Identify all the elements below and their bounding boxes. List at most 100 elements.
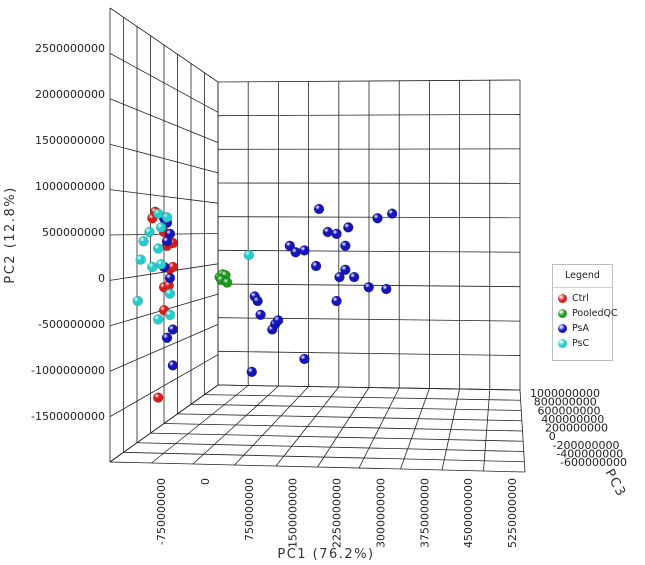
x-axis-title: PC1 (76.2%) — [277, 547, 374, 562]
grid-line — [441, 388, 460, 471]
y-tick-label: 500000000 — [42, 226, 105, 239]
grid-line — [217, 317, 521, 322]
point-psc-1[interactable] — [135, 254, 146, 265]
point-psc-9[interactable] — [147, 261, 158, 273]
point-psc-3[interactable] — [144, 226, 155, 238]
legend-item-psc[interactable]: PsC — [553, 336, 612, 351]
x-tick-label: 0 — [199, 478, 212, 485]
point-psc-7[interactable] — [152, 243, 164, 254]
point-psa-14[interactable] — [272, 315, 284, 326]
legend-swatch — [558, 294, 567, 303]
legend-label: PooledQC — [572, 308, 618, 319]
point-psa-21[interactable] — [313, 203, 325, 215]
legend-swatch — [558, 309, 567, 318]
grid-line — [400, 388, 430, 470]
point-psa-17[interactable] — [284, 240, 296, 252]
point-psa-16[interactable] — [299, 353, 310, 365]
grid-line — [358, 387, 400, 469]
grid-line — [217, 114, 521, 117]
z-tick-label: 600000000 — [538, 404, 601, 417]
x-tick-label: 3000000000 — [374, 478, 387, 548]
grid-line — [151, 385, 249, 464]
point-psa-29[interactable] — [331, 295, 342, 307]
point-psa-24[interactable] — [343, 222, 354, 233]
point-psa-28[interactable] — [348, 271, 360, 283]
z-tick-label: 400000000 — [541, 413, 604, 426]
point-psa-22[interactable] — [322, 226, 334, 238]
point-psc-4[interactable] — [152, 208, 164, 219]
point-psa-11[interactable] — [255, 309, 266, 321]
y-tick-label: 2500000000 — [35, 42, 105, 55]
point-psa-3[interactable] — [161, 235, 173, 247]
z-tick-label: 800000000 — [534, 396, 597, 409]
point-psa-23[interactable] — [331, 228, 342, 240]
y-tick-label: -500000000 — [38, 318, 105, 331]
x-tick-label: 1500000000 — [287, 478, 300, 548]
grid-line — [275, 386, 340, 467]
grid-line — [483, 389, 491, 472]
point-psa-7[interactable] — [161, 332, 173, 344]
point-psa-19[interactable] — [299, 245, 310, 256]
point-psa-33[interactable] — [386, 208, 398, 219]
x-tick-label: 2250000000 — [331, 478, 344, 548]
legend-item-psa[interactable]: PsA — [553, 321, 612, 336]
point-psc-12[interactable] — [164, 309, 176, 321]
points-layer — [132, 203, 398, 403]
x-tick-label: 4500000000 — [462, 478, 475, 548]
point-psa-20[interactable] — [310, 260, 322, 272]
legend-item-pooledqc[interactable]: PooledQC — [553, 306, 618, 321]
x-tick-label: 5250000000 — [506, 478, 519, 548]
grid-line — [217, 249, 521, 253]
point-psc-5[interactable] — [155, 222, 167, 233]
point-ctrl-6[interactable] — [167, 261, 179, 273]
y-tick-label: 1500000000 — [35, 134, 105, 147]
point-psc-10[interactable] — [152, 314, 164, 325]
y-tick-label: 0 — [98, 272, 105, 285]
point-psc-2[interactable] — [132, 295, 144, 307]
y-tick-label: 1000000000 — [35, 180, 105, 193]
point-ctrl-10[interactable] — [152, 392, 164, 403]
point-psc-13[interactable] — [243, 249, 255, 261]
point-psa-30[interactable] — [363, 281, 374, 293]
point-psa-10[interactable] — [252, 295, 263, 307]
legend-label: Ctrl — [572, 293, 589, 304]
point-psa-26[interactable] — [334, 271, 345, 283]
z-tick-label: 200000000 — [545, 422, 608, 435]
point-psa-32[interactable] — [381, 283, 392, 295]
x-tick-label: -750000000 — [155, 478, 168, 545]
point-psa-31[interactable] — [372, 212, 383, 224]
grid-line — [217, 79, 521, 83]
point-psa-6[interactable] — [167, 324, 179, 335]
point-pooledqc-4[interactable] — [221, 277, 233, 288]
legend-rows: Ctrl PooledQC PsA PsC — [553, 288, 618, 351]
legend-item-ctrl[interactable]: Ctrl — [553, 291, 612, 306]
point-psa-25[interactable] — [340, 240, 351, 252]
legend: Legend Ctrl PooledQC PsA PsC — [552, 264, 618, 361]
x-tick-label: 750000000 — [243, 478, 256, 541]
legend-swatch — [558, 324, 567, 333]
point-psa-15[interactable] — [246, 366, 258, 378]
point-psc-6[interactable] — [161, 212, 173, 223]
grid-line — [109, 384, 219, 463]
point-psc-11[interactable] — [164, 288, 176, 299]
point-psc-0[interactable] — [138, 235, 149, 247]
z-tick-label: 0 — [549, 430, 556, 443]
grid-line — [192, 385, 279, 465]
y-axis-title: PC2 (12.8%) — [3, 186, 18, 283]
point-psa-5[interactable] — [164, 272, 176, 284]
point-psa-8[interactable] — [167, 360, 179, 371]
point-psc-8[interactable] — [155, 258, 167, 270]
grid-line — [519, 389, 526, 473]
z-tick-label: -200000000 — [553, 439, 620, 452]
z-tick-label: 1000000000 — [530, 387, 600, 400]
point-psa-18[interactable] — [290, 246, 301, 258]
x-tick-label: 3750000000 — [418, 478, 431, 548]
z-axis-title: PC3 — [601, 467, 628, 500]
z-tick-labels: 1000000000800000000600000000400000000200… — [530, 387, 627, 469]
grid-line — [317, 387, 370, 468]
legend-title: Legend — [553, 265, 612, 288]
legend-label: PsC — [572, 338, 590, 349]
point-psa-27[interactable] — [340, 264, 351, 275]
legend-label: PsA — [572, 323, 590, 334]
